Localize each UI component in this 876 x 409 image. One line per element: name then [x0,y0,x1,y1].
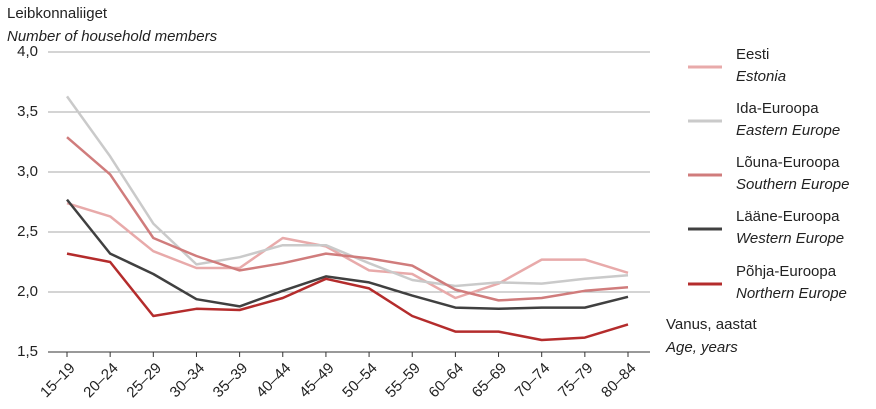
series-line [66,252,629,342]
legend-label-en: Estonia [736,68,786,85]
series-line [66,202,629,300]
y-tick-label: 2,0 [17,283,38,300]
y-tick-label: 3,5 [17,103,38,120]
y-title: Leibkonnaliiget [7,5,108,22]
x-tick-label: 65–69 [469,360,511,402]
x-tick-label: 20–24 [80,360,122,402]
legend-label: Ida-Euroopa [736,100,819,117]
y-tick-label: 1,5 [17,343,38,360]
x-tick-label: 15–19 [37,360,79,402]
x-title: Vanus, aastat [666,316,757,333]
legend-label: Lääne-Euroopa [736,208,840,225]
x-tick-label: 75–79 [555,360,597,402]
series-line [66,198,629,311]
legend-label-en: Southern Europe [736,176,849,193]
x-tick-label: 60–64 [425,360,467,402]
x-tick-label: 35–39 [210,360,252,402]
x-tick-label: 70–74 [512,360,554,402]
series-line [65,95,629,288]
x-tick-label: 40–44 [253,360,295,402]
x-title-en: Age, years [665,339,738,356]
legend-label: Eesti [736,46,769,63]
series-line [66,136,629,302]
legend-label-en: Eastern Europe [736,122,840,139]
legend-label-en: Northern Europe [736,285,847,302]
x-tick-label: 30–34 [167,360,209,402]
legend-label-en: Western Europe [736,230,844,247]
x-tick-label: 45–49 [296,360,338,402]
x-tick-label: 25–29 [123,360,165,402]
x-tick-label: 50–54 [339,360,381,402]
legend-label: Lõuna-Euroopa [736,154,840,171]
y-tick-label: 4,0 [17,43,38,60]
x-tick-label: 55–59 [382,360,424,402]
x-tick-label: 80–84 [598,360,640,402]
y-tick-label: 3,0 [17,163,38,180]
y-title-en: Number of household members [7,28,218,45]
y-tick-label: 2,5 [17,223,38,240]
legend-label: Põhja-Euroopa [736,263,837,280]
